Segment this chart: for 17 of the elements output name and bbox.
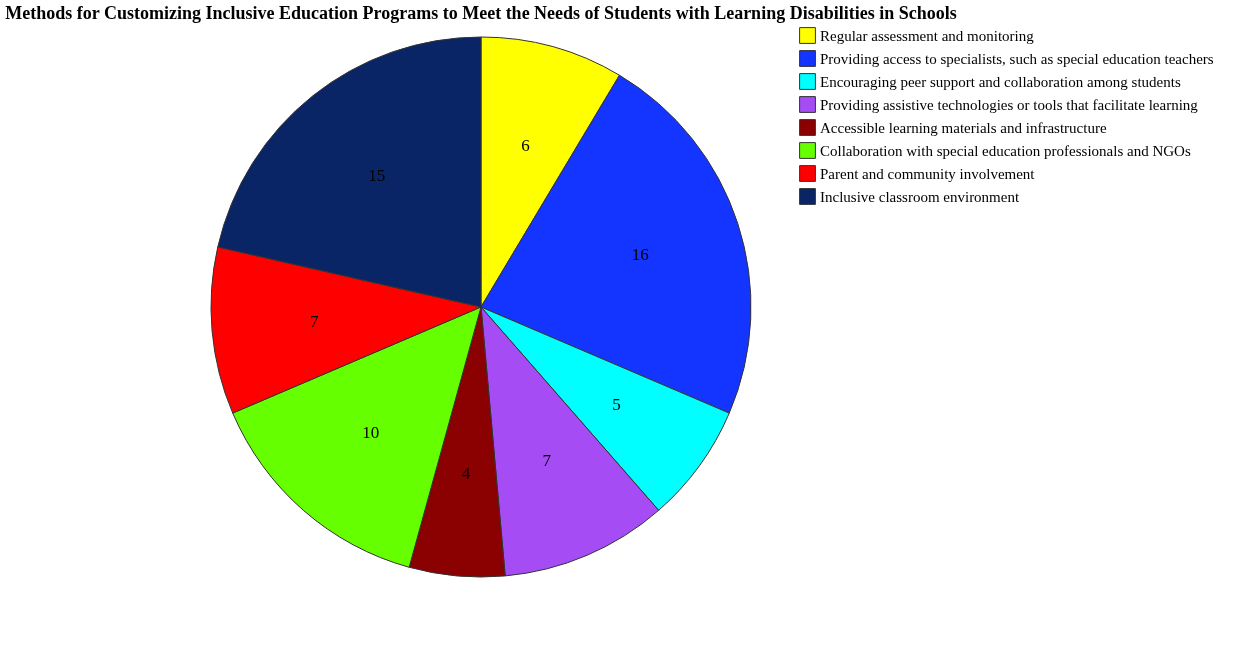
legend-label: Providing assistive technologies or tools that facilitate learning (820, 96, 1199, 113)
legend-label: Inclusive classroom environment (820, 188, 1020, 205)
legend-label: Providing access to specialists, such as special education teachers (820, 50, 1214, 67)
data-label: 16 (631, 245, 649, 265)
data-label: 6 (521, 135, 530, 155)
legend-label: Regular assessment and monitoring (820, 27, 1035, 44)
data-label: 7 (310, 312, 320, 332)
data-label: 7 (542, 450, 552, 470)
chart-title: Methods for Customizing Inclusive Education Programs to Meet the Needs of Students with Learning Disabilities in Schools (5, 3, 957, 23)
data-label: 4 (461, 463, 471, 483)
legend-label: Collaboration with special education professionals and NGOs (820, 142, 1191, 159)
data-label: 10 (362, 423, 380, 443)
legend-label: Parent and community involvement (820, 165, 1036, 182)
legend-label: Encouraging peer support and collaboration among students (820, 73, 1181, 90)
data-label: 15 (368, 166, 386, 186)
legend-label: Accessible learning materials and infrastructure (820, 119, 1107, 136)
data-label: 5 (612, 395, 621, 415)
